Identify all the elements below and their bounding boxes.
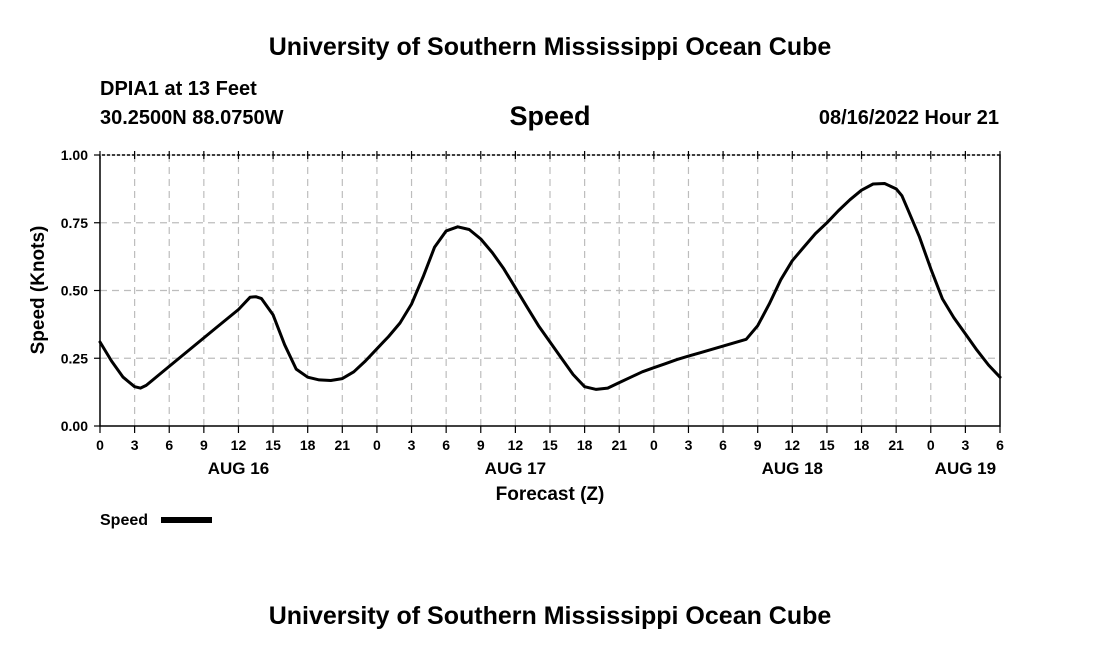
main-title: University of Southern Mississippi Ocean…	[269, 33, 832, 61]
x-tick-label: 12	[785, 437, 801, 453]
legend: Speed	[100, 512, 212, 529]
x-tick-label: 21	[335, 437, 351, 453]
x-tick-label: 6	[996, 437, 1004, 453]
x-tick-label: 9	[200, 437, 208, 453]
legend-label: Speed	[100, 512, 148, 529]
x-tick-label: 0	[96, 437, 104, 453]
timestamp-label: 08/16/2022 Hour 21	[819, 107, 999, 129]
y-tick-label: 1.00	[61, 147, 88, 163]
x-tick-label: 9	[477, 437, 485, 453]
x-tick-label: 6	[442, 437, 450, 453]
day-label: AUG 16	[208, 459, 269, 478]
x-tick-label: 0	[650, 437, 658, 453]
y-tick-label: 0.25	[61, 350, 88, 366]
x-tick-label: 0	[927, 437, 935, 453]
x-tick-label: 3	[131, 437, 139, 453]
station-label: DPIA1 at 13 Feet	[100, 78, 257, 100]
x-tick-label: 15	[542, 437, 558, 453]
y-axis: 0.00 0.25 0.50 0.75 1.00	[61, 147, 100, 434]
speed-series-line	[98, 182, 1002, 391]
x-tick-label: 21	[888, 437, 904, 453]
x-axis-label: Forecast (Z)	[496, 484, 605, 505]
x-tick-label: 12	[231, 437, 247, 453]
grid-lines	[100, 155, 1000, 426]
x-tick-label: 15	[265, 437, 281, 453]
x-axis: 0 3 6 9 12 15 18 21 0 3 6 9 12 15 18 21 0 3 6 9 12 15 18 21 0 3 6	[96, 151, 1004, 453]
day-labels: AUG 16 AUG 17 AUG 18 AUG 19	[208, 459, 996, 478]
x-tick-label: 18	[854, 437, 870, 453]
footer-title: University of Southern Mississippi Ocean…	[269, 602, 832, 630]
x-tick-label: 18	[577, 437, 593, 453]
x-tick-label: 3	[408, 437, 416, 453]
x-tick-label: 21	[611, 437, 627, 453]
y-axis-label: Speed (Knots)	[28, 226, 49, 355]
x-tick-label: 12	[508, 437, 524, 453]
x-tick-label: 15	[819, 437, 835, 453]
x-tick-label: 18	[300, 437, 316, 453]
x-tick-label: 0	[373, 437, 381, 453]
x-tick-label: 3	[685, 437, 693, 453]
y-tick-label: 0.75	[61, 215, 88, 231]
chart-title: Speed	[509, 101, 590, 131]
y-tick-label: 0.00	[61, 418, 88, 434]
y-tick-label: 0.50	[61, 283, 88, 299]
x-tick-label: 6	[165, 437, 173, 453]
x-tick-label: 3	[961, 437, 969, 453]
day-label: AUG 17	[485, 459, 546, 478]
location-label: 30.2500N 88.0750W	[100, 107, 284, 129]
day-label: AUG 18	[762, 459, 823, 478]
x-tick-label: 9	[754, 437, 762, 453]
x-tick-label: 6	[719, 437, 727, 453]
day-label: AUG 19	[935, 459, 996, 478]
